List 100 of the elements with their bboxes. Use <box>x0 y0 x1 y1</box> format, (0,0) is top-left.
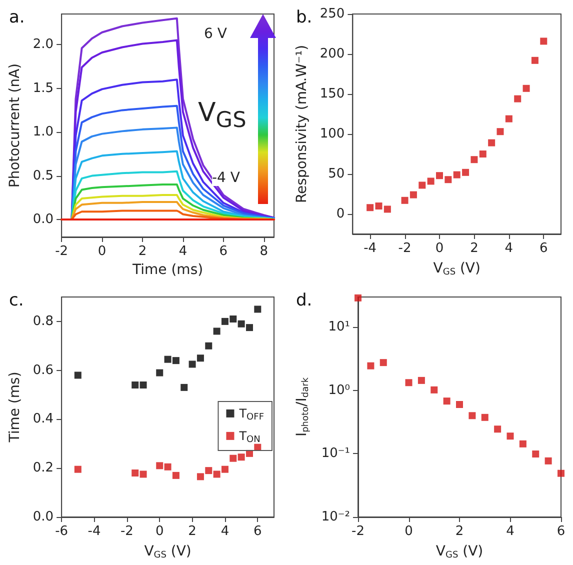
point <box>246 324 253 332</box>
y-tick-label: 0.5 <box>32 168 54 184</box>
point <box>156 369 164 376</box>
point <box>462 168 470 176</box>
x-tick-label: 4 <box>220 524 230 539</box>
y-tick-label: 150 <box>320 86 345 102</box>
point <box>156 462 164 470</box>
point <box>132 470 139 476</box>
point <box>164 356 172 363</box>
x-tick-label: 2 <box>470 241 478 256</box>
x-tick-label: 2 <box>138 244 147 259</box>
point <box>479 150 486 158</box>
point <box>410 191 417 198</box>
y-tick-label: 10¹ <box>328 320 350 335</box>
point <box>230 454 237 462</box>
point <box>522 84 530 92</box>
x-tick-label: 0 <box>98 244 106 259</box>
point <box>254 306 262 313</box>
y-axis-title: Responsivity (mA.W⁻¹) <box>294 44 310 204</box>
point <box>172 357 180 364</box>
point <box>558 470 564 477</box>
x-tick-label: 6 <box>556 524 566 539</box>
x-tick-label: -2 <box>352 524 364 539</box>
point <box>238 320 245 328</box>
y-tick-label: 0.4 <box>32 412 54 427</box>
point <box>180 384 188 391</box>
x-tick-label: 0 <box>404 524 413 539</box>
point <box>205 467 212 474</box>
y-tick-label: 0.0 <box>32 212 54 228</box>
x-tick-label: -2 <box>398 241 412 256</box>
y-tick-label: 1.0 <box>32 124 54 140</box>
point <box>468 412 476 420</box>
point <box>140 382 147 388</box>
point <box>384 206 391 213</box>
point <box>164 463 172 470</box>
point <box>540 38 548 45</box>
y-tick-label: 0 <box>336 206 345 222</box>
point <box>196 354 204 362</box>
annotation: V$_{GS}$ <box>198 98 246 134</box>
point <box>221 318 228 325</box>
point <box>366 204 374 212</box>
x-tick-label: -4 <box>88 524 101 539</box>
x-tick-label: 2 <box>188 524 196 539</box>
x-tick-label: 2 <box>455 524 464 539</box>
chart-title: d. <box>296 290 312 310</box>
point <box>453 171 460 178</box>
y-tick-label: 100 <box>320 126 345 142</box>
chart-title: a. <box>9 8 25 28</box>
y-tick-label: 0.6 <box>32 362 54 378</box>
point <box>205 342 212 350</box>
x-tick-label: 4 <box>504 241 514 256</box>
point <box>140 470 147 478</box>
point <box>221 466 228 473</box>
point <box>213 470 220 478</box>
point <box>380 359 387 366</box>
point <box>544 457 552 464</box>
y-tick-label: 10⁰ <box>328 382 350 398</box>
point <box>531 56 538 64</box>
point <box>74 372 82 379</box>
point <box>405 379 412 386</box>
point <box>354 294 362 302</box>
point <box>74 466 82 473</box>
y-axis-title: Iphoto/Idark <box>294 376 311 437</box>
point <box>418 182 426 189</box>
x-tick-label: 6 <box>219 244 228 259</box>
y-tick-label: 1.5 <box>32 80 54 96</box>
point <box>519 440 526 448</box>
point <box>443 398 450 405</box>
point <box>418 376 425 384</box>
x-tick-label: -2 <box>55 244 68 259</box>
point <box>188 360 196 368</box>
point <box>196 473 204 480</box>
point <box>401 196 408 204</box>
x-tick-label: 6 <box>540 241 548 256</box>
y-axis-title: Photocurrent (nA) <box>7 63 23 188</box>
point <box>496 128 504 136</box>
point <box>481 414 488 421</box>
point <box>436 172 443 180</box>
point <box>494 426 502 433</box>
point <box>430 386 438 394</box>
point <box>427 178 434 185</box>
point <box>532 450 540 458</box>
point <box>367 362 374 370</box>
x-tick-label: -2 <box>120 524 134 539</box>
annotation: 6 V <box>204 26 227 42</box>
x-tick-label: -4 <box>364 241 377 256</box>
point <box>506 432 514 440</box>
point <box>230 316 237 322</box>
point <box>213 328 220 335</box>
point <box>470 156 478 164</box>
point <box>375 202 382 210</box>
x-tick-label: 0 <box>155 524 164 539</box>
y-tick-label: 10⁻¹ <box>321 446 350 462</box>
chart-title: c. <box>9 290 24 310</box>
point <box>444 176 452 184</box>
y-tick-label: 200 <box>320 46 345 62</box>
y-tick-label: 0.2 <box>32 460 54 476</box>
x-tick-label: 4 <box>506 524 514 539</box>
y-tick-label: 2.0 <box>32 37 54 52</box>
y-tick-label: 50 <box>328 166 345 182</box>
